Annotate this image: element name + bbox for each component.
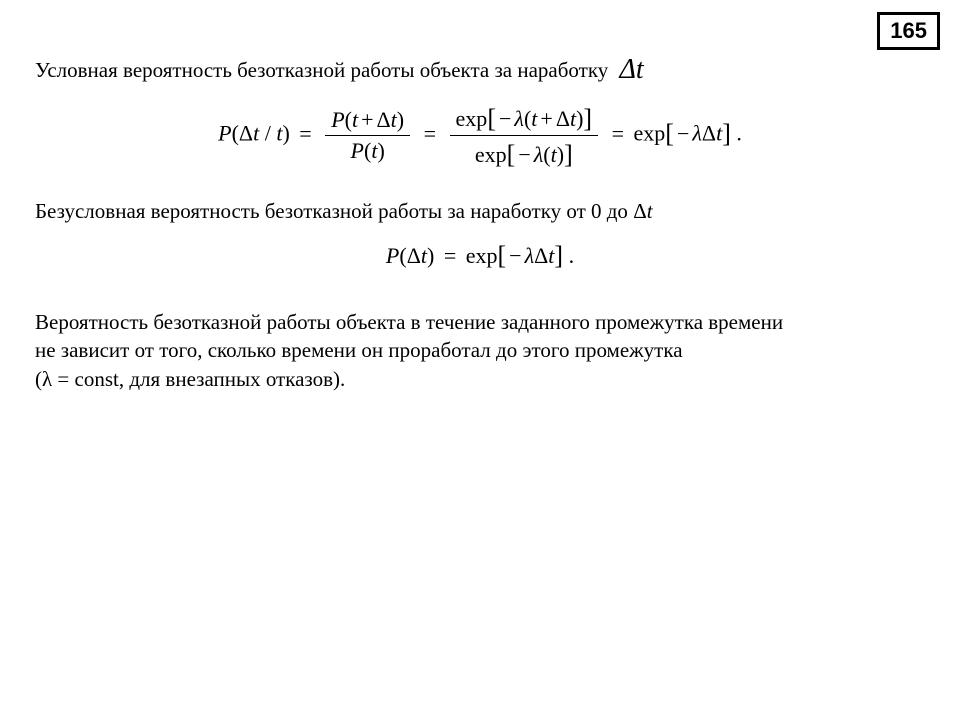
p2-delta-t: Δt xyxy=(633,199,652,223)
page-number: 165 xyxy=(877,12,940,50)
p1-text: Условная вероятность безотказной работы … xyxy=(35,58,608,82)
formula-1-frac-1: P(t+Δt) P(t) xyxy=(325,107,410,165)
content: Условная вероятность безотказной работы … xyxy=(0,0,960,394)
formula-2: P(Δt) = exp[−λΔt] . xyxy=(35,240,925,270)
formula-1-frac-2: exp[−λ(t+Δt)] exp[−λ(t)] xyxy=(450,102,599,169)
p1-delta-t: Δt xyxy=(619,54,643,85)
paragraph-2: Безусловная вероятность безотказной рабо… xyxy=(35,197,925,225)
p2-text: Безусловная вероятность безотказной рабо… xyxy=(35,199,628,223)
p3-line2: не зависит от того, сколько времени он п… xyxy=(35,338,683,362)
formula-1: P(Δt / t) = P(t+Δt) P(t) = exp[−λ(t+Δt)]… xyxy=(35,102,925,169)
p3-line3: (λ = const, для внезапных отказов). xyxy=(35,367,345,391)
paragraph-1: Условная вероятность безотказной работы … xyxy=(35,50,925,88)
p3-line1: Вероятность безотказной работы объекта в… xyxy=(35,310,783,334)
paragraph-3: Вероятность безотказной работы объекта в… xyxy=(35,308,925,395)
